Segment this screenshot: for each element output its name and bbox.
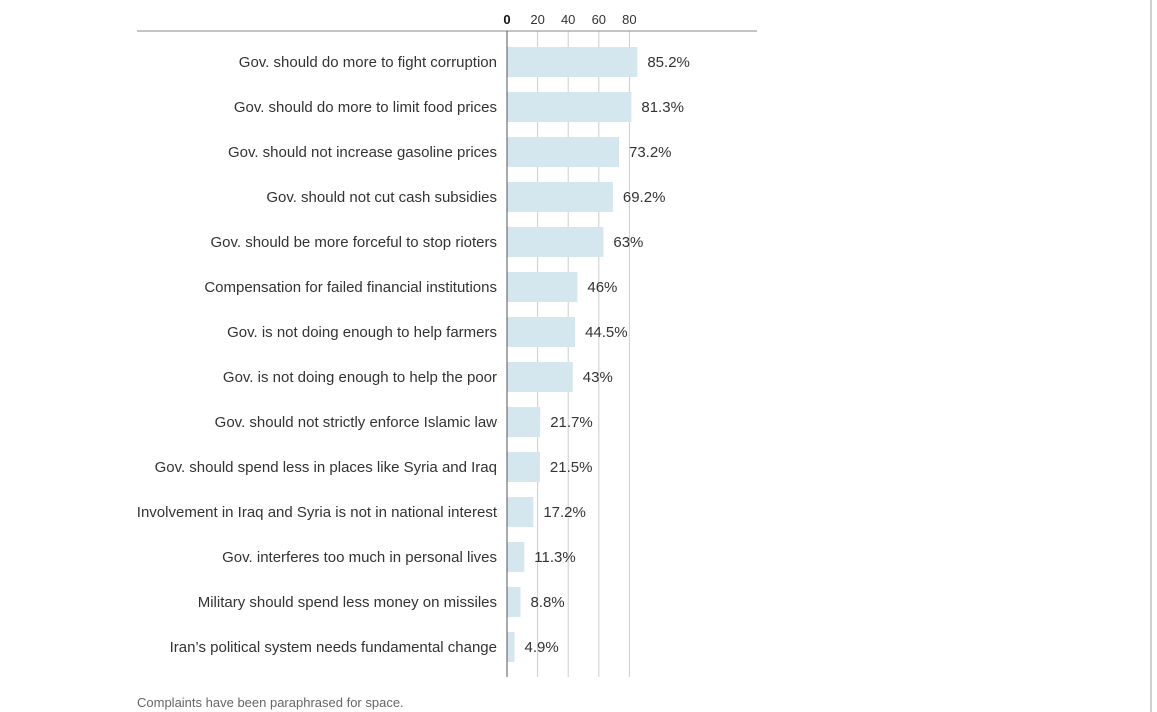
x-tick-label: 60 <box>592 12 606 27</box>
category-label: Gov. is not doing enough to help the poo… <box>223 369 497 386</box>
value-labels: 85.2% 81.3% 73.2% 69.2% 63% 46% 44.5% 43% 21.7% 2… <box>524 54 689 656</box>
category-label: Gov. should not increase gasoline prices <box>228 144 497 161</box>
category-label: Involvement in Iraq and Syria is not in … <box>137 504 498 521</box>
data-label: 85.2% <box>647 54 690 71</box>
bar <box>507 272 578 302</box>
axes <box>137 30 757 677</box>
bars <box>507 47 638 662</box>
category-label: Gov. should not cut cash subsidies <box>266 189 497 206</box>
data-label: 46% <box>587 279 617 296</box>
bar <box>507 227 604 257</box>
complaints-bar-chart: 0 20 40 60 80 Gov. should do more to fight c… <box>137 12 757 677</box>
data-label: 73.2% <box>629 144 672 161</box>
bar <box>507 317 576 347</box>
data-label: 17.2% <box>543 504 586 521</box>
bar <box>507 182 613 212</box>
category-label: Gov. is not doing enough to help farmers <box>227 324 497 341</box>
page-edge-divider <box>1150 0 1152 712</box>
category-label: Gov. should do more to fight corruption <box>239 54 497 71</box>
bar <box>507 407 541 437</box>
data-label: 43% <box>583 369 613 386</box>
category-label: Gov. should be more forceful to stop rio… <box>210 234 497 251</box>
gridlines <box>537 31 630 677</box>
bar <box>507 542 525 572</box>
bar <box>507 362 573 392</box>
bar <box>507 47 638 77</box>
x-tick-label: 40 <box>561 12 575 27</box>
data-label: 44.5% <box>585 324 628 341</box>
bar <box>507 497 534 527</box>
x-tick-label: 20 <box>530 12 544 27</box>
category-label: Military should spend less money on miss… <box>198 594 497 611</box>
category-label: Iran’s political system needs fundamenta… <box>170 639 497 656</box>
bar <box>507 137 619 167</box>
x-tick-label: 0 <box>503 12 510 27</box>
data-label: 4.9% <box>524 639 558 656</box>
bar <box>507 632 515 662</box>
data-label: 11.3% <box>534 549 575 566</box>
category-label: Compensation for failed financial instit… <box>204 279 497 296</box>
footnote: Complaints have been paraphrased for spa… <box>137 695 404 710</box>
x-tick-label: 80 <box>622 12 636 27</box>
category-labels: Gov. should do more to fight corruption G… <box>137 54 498 656</box>
x-tick-labels: 0 20 40 60 80 <box>503 12 636 27</box>
data-label: 21.5% <box>550 459 593 476</box>
category-label: Gov. should do more to limit food prices <box>234 99 497 116</box>
category-label: Gov. should not strictly enforce Islamic… <box>215 414 497 431</box>
data-label: 69.2% <box>623 189 666 206</box>
data-label: 8.8% <box>530 594 564 611</box>
category-label: Gov. should spend less in places like Sy… <box>155 459 497 476</box>
data-label: 63% <box>613 234 643 251</box>
data-label: 21.7% <box>550 414 593 431</box>
bar <box>507 452 540 482</box>
category-label: Gov. interferes too much in personal liv… <box>222 549 497 566</box>
bar <box>507 587 521 617</box>
bar <box>507 92 632 122</box>
data-label: 81.3% <box>641 99 684 116</box>
